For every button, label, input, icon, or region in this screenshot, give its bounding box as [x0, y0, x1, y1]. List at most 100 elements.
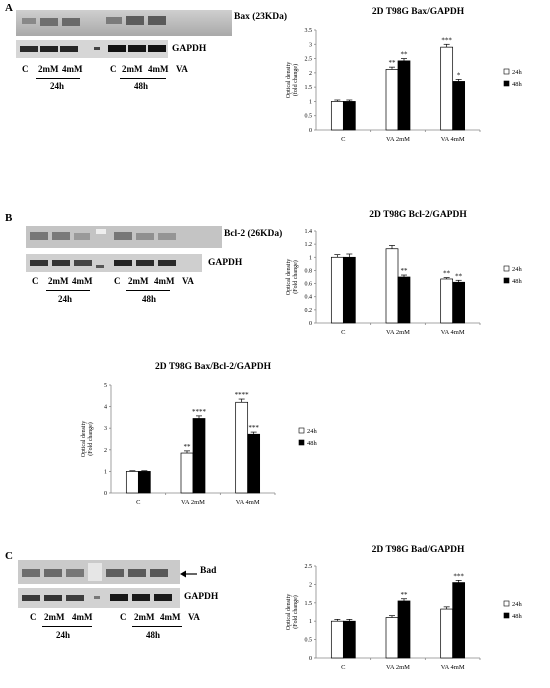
- time-label-48h: 48h: [146, 630, 161, 640]
- y-tick-label: 3: [104, 426, 107, 432]
- y-tick-label: 3: [309, 42, 312, 48]
- bar-48h: [137, 471, 151, 494]
- y-tick-label: 0: [104, 491, 107, 497]
- bcl2-blot-image: [26, 226, 222, 248]
- lane-label: C: [30, 612, 37, 622]
- bar-48h: [397, 60, 411, 131]
- y-tick-label: 2.5: [305, 57, 313, 63]
- chart-title: 2D T98G Bcl-2/GAPDH: [369, 210, 467, 220]
- group-line-24h: [36, 78, 80, 79]
- lane-label: 4mM: [72, 276, 93, 286]
- lane-label: C: [114, 276, 121, 286]
- x-tick-label: C: [341, 664, 345, 671]
- chart-title: 2D T98G Bad/GAPDH: [372, 545, 465, 555]
- lane-label: 2mM: [44, 612, 65, 622]
- bad-gapdh-chart: 2D T98G Bad/GAPDH Optical density (Fold ch…: [286, 545, 523, 671]
- significance-label: **: [401, 267, 409, 275]
- group-line-48h: [120, 78, 166, 79]
- y-tick-label: 0.5: [305, 638, 313, 644]
- significance-label: **: [443, 270, 451, 278]
- group-line-24h: [42, 626, 92, 627]
- group-line-48h: [132, 626, 182, 627]
- y-tick-label: 2.5: [305, 564, 313, 570]
- bax-bcl2-ratio-chart: 2D T98G Bax/Bcl-2/GAPDH Optical density (F…: [81, 362, 318, 506]
- significance-label: **: [184, 443, 192, 451]
- bax-gapdh-chart: 2D T98G Bax/GAPDH Optical density (fold ch…: [286, 7, 523, 143]
- bar-24h: [440, 608, 454, 659]
- legend-swatch-24h: [503, 68, 510, 75]
- legend-swatch-48h: [503, 612, 510, 619]
- x-tick-label: VA 2mM: [386, 329, 410, 336]
- chart-title: 2D T98G Bax/Bcl-2/GAPDH: [155, 362, 272, 372]
- bar-48h: [452, 281, 466, 324]
- lane-label: C: [32, 276, 39, 286]
- y-axis-label: Optical density: [286, 259, 292, 296]
- panel-letter-c: C: [5, 550, 13, 562]
- x-tick-label: VA 4mM: [441, 136, 465, 143]
- bax-blot-image: [16, 10, 232, 36]
- time-label-48h: 48h: [142, 294, 157, 304]
- y-tick-label: 1.4: [305, 229, 313, 235]
- legend-swatch-48h: [503, 277, 510, 284]
- y-tick-label: 3.5: [305, 28, 313, 34]
- y-tick-label: 1.5: [305, 85, 313, 91]
- y-axis-label: Optical density: [81, 421, 87, 458]
- legend-swatch-24h: [503, 265, 510, 272]
- bar-48h: [452, 582, 466, 659]
- y-axis-label: Optical density: [286, 62, 292, 99]
- x-tick-label: VA 4mM: [236, 499, 260, 506]
- bad-protein-label: Bad: [200, 566, 217, 576]
- lane-label: 2mM: [48, 276, 69, 286]
- bcl2-gapdh-chart: 2D T98G Bcl-2/GAPDH Optical density (Fold …: [286, 210, 523, 336]
- significance-label: ****: [192, 408, 207, 416]
- y-tick-label: 1.5: [305, 601, 313, 607]
- bar-48h: [342, 256, 356, 324]
- bar-24h: [385, 69, 399, 131]
- lane-label: 4mM: [154, 276, 175, 286]
- time-label-48h: 48h: [134, 81, 149, 91]
- legend-label: 24h: [512, 601, 523, 608]
- time-label-24h: 24h: [58, 294, 73, 304]
- lane-label: C: [120, 612, 127, 622]
- y-tick-label: 4: [104, 405, 107, 411]
- y-axis-label: (Fold change): [87, 422, 94, 456]
- bar-24h: [385, 617, 399, 659]
- y-tick-label: 0: [309, 656, 312, 662]
- bar-48h: [397, 600, 411, 659]
- legend-swatch-48h: [503, 80, 510, 87]
- bax-gapdh-label: GAPDH: [172, 44, 207, 54]
- legend-label: 48h: [512, 81, 523, 88]
- legend-label: 24h: [307, 428, 318, 435]
- lane-label: 2mM: [134, 612, 155, 622]
- legend-swatch-24h: [503, 600, 510, 607]
- y-tick-label: 1: [309, 255, 312, 261]
- y-tick-label: 1: [309, 99, 312, 105]
- lane-label: C: [22, 64, 29, 74]
- bar-48h: [192, 418, 206, 494]
- legend-swatch-48h: [298, 439, 305, 446]
- bad-blot-image: [18, 560, 180, 584]
- significance-label: *: [457, 71, 461, 79]
- y-tick-label: 0.8: [305, 268, 313, 274]
- time-label-24h: 24h: [50, 81, 65, 91]
- y-axis-label: Optical density: [286, 594, 292, 631]
- y-tick-label: 2: [309, 71, 312, 77]
- legend-label: 48h: [512, 278, 523, 285]
- x-tick-label: VA 2mM: [386, 136, 410, 143]
- bar-24h: [125, 471, 139, 494]
- bar-48h: [247, 433, 261, 494]
- bar-24h: [330, 620, 344, 659]
- lane-label: 2mM: [122, 64, 143, 74]
- bad-gapdh-label: GAPDH: [184, 592, 219, 602]
- y-tick-label: 2: [104, 448, 107, 454]
- lane-label: 4mM: [62, 64, 83, 74]
- significance-label: **: [455, 272, 463, 280]
- significance-label: **: [389, 59, 397, 67]
- legend-label: 24h: [512, 69, 523, 76]
- significance-label: **: [401, 51, 409, 59]
- y-tick-label: 2: [309, 582, 312, 588]
- x-tick-label: C: [341, 136, 345, 143]
- bar-24h: [330, 101, 344, 131]
- y-tick-label: 1: [309, 619, 312, 625]
- bax-protein-label: Bax (23KDa): [234, 12, 288, 22]
